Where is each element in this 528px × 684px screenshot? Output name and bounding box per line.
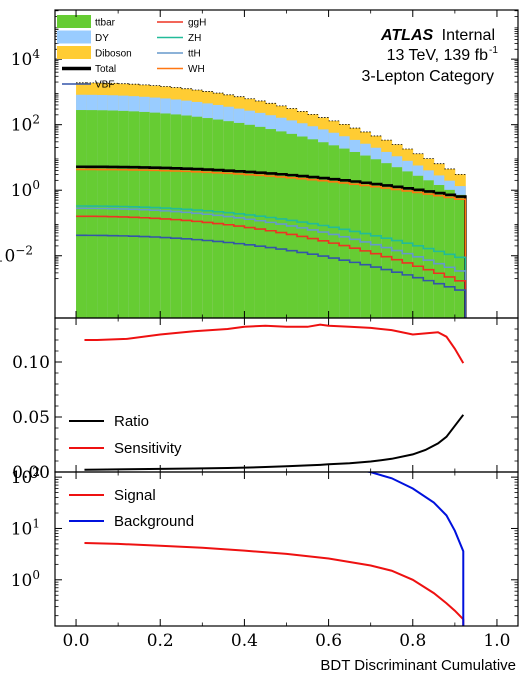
bar-ttbar-bin-3 [107, 110, 119, 318]
bar-ttbar-bin-2 [97, 110, 109, 318]
bar-ttbar-bin-12 [202, 118, 214, 318]
bar-ttbar-bin-4 [118, 110, 130, 318]
legend-label-ttbar: ttbar [95, 18, 116, 29]
bar-ttbar-bin-36 [454, 194, 466, 318]
x-tick-label: 0.6 [315, 631, 342, 651]
bar-ttbar-bin-32 [412, 175, 424, 318]
line-vbf [76, 234, 467, 318]
line-zh [76, 205, 467, 318]
bar-ttbar-bin-22 [307, 139, 319, 318]
bar-ttbar-bin-9 [170, 114, 182, 318]
svg-text:ATLAS Internal: ATLAS Internal [380, 27, 495, 44]
y-tick-label: 10−2 [0, 244, 33, 267]
y-tick-label: 100 [11, 178, 40, 201]
bar-ttbar-bin-7 [149, 112, 161, 318]
legend-label-vbf: VBF [95, 80, 114, 91]
legend-label-dy: DY [95, 33, 109, 44]
bar-ttbar-bin-27 [360, 155, 372, 318]
line-ratio [84, 414, 465, 471]
legend-label-total: Total [95, 64, 116, 75]
legend-label-wh: WH [188, 64, 205, 75]
y-tick-label: 102 [11, 113, 40, 136]
x-tick-label: 1.0 [483, 631, 510, 651]
bar-ttbar-bin-17 [254, 126, 266, 318]
bar-ttbar-bin-23 [318, 142, 329, 318]
line-total [76, 165, 467, 318]
line-ggh [76, 215, 467, 318]
y-tick-label: 104 [11, 47, 41, 70]
bar-ttbar-bin-10 [181, 115, 193, 318]
legend-label-sensitivity: Sensitivity [114, 440, 182, 457]
y-tick-label: 102 [11, 465, 40, 488]
ratio-legend: Ratio Sensitivity [69, 413, 182, 457]
lumi-unit-exponent: -1 [489, 45, 498, 56]
bar-ttbar-bin-14 [223, 121, 235, 318]
process-legend: ttbar DY Diboson Total VBF ggH ZH ttH WH [57, 15, 206, 91]
x-tick-label: 0.4 [231, 631, 258, 651]
atlas-label: ATLAS Internal 13 TeV, 139 fb -1 3-Lepto… [361, 27, 498, 85]
bar-ttbar-bin-11 [191, 116, 203, 318]
line-signal [84, 542, 465, 626]
bar-ttbar-bin-30 [391, 167, 403, 318]
bar-ttbar-bin-31 [402, 171, 414, 318]
line-wh [76, 168, 467, 318]
signal-background-legend: Signal Background [69, 487, 194, 530]
line-sensitivity [84, 323, 465, 364]
bar-ttbar-bin-26 [349, 151, 361, 318]
status-word: Internal [442, 27, 495, 44]
y-tick-label: 0.00 [12, 463, 50, 483]
legend-label-signal: Signal [114, 487, 156, 504]
category-label: 3-Lepton Category [361, 68, 494, 85]
bar-ttbar-bin-5 [128, 111, 140, 318]
bar-ttbar-bin-15 [233, 122, 245, 318]
bar-ttbar-bin-8 [160, 113, 172, 318]
y-tick-label: 100 [11, 568, 40, 591]
x-tick-label: 0.0 [63, 631, 90, 651]
legend-label-tth: ttH [188, 49, 201, 60]
bar-ttbar-bin-28 [370, 159, 382, 318]
legend-swatch-dy [57, 30, 91, 44]
y-tick-label: 0.05 [12, 408, 50, 428]
svg-text:13 TeV, 139 fb: 13 TeV, 139 fb [387, 47, 489, 64]
ratio-sensitivity-panel: 0.10 0.05 0.00 Ratio Sensitivity [12, 317, 519, 483]
x-tick-label: 0.8 [399, 631, 426, 651]
signal-background-panel: 102 101 100 Signal Background [11, 465, 519, 627]
y-tick-label: 0.10 [12, 353, 50, 373]
bar-ttbar-bin-29 [381, 163, 393, 318]
legend-swatch-diboson [57, 46, 91, 59]
line-tth [76, 207, 467, 318]
bar-ttbar-bin-6 [139, 111, 151, 318]
bar-ttbar-bin-18 [265, 129, 277, 318]
legend-label-ggh: ggH [188, 18, 206, 29]
bar-ttbar-bin-1 [86, 110, 98, 318]
bar-ttbar-bin-16 [244, 124, 256, 318]
bar-ttbar-bin-13 [212, 119, 224, 318]
bar-ttbar-bin-0 [76, 110, 87, 318]
x-tick-label: 0.2 [147, 631, 174, 651]
x-axis-label: BDT Discriminant Cumulative [320, 657, 516, 674]
legend-label-diboson: Diboson [95, 49, 132, 60]
distribution-panel: 104 102 100 10−2 ttbar DY Diboson Total VBF ggH Z… [0, 9, 519, 319]
legend-label-zh: ZH [188, 33, 201, 44]
x-axis: 0.0 0.2 0.4 0.6 0.8 1.0 [63, 10, 510, 651]
atlas-word: ATLAS [380, 27, 433, 44]
legend-swatch-ttbar [57, 15, 91, 28]
energy-lumi: 13 TeV, 139 fb [387, 47, 489, 64]
y-tick-label: 101 [11, 516, 40, 539]
legend-label-ratio: Ratio [114, 413, 149, 430]
bar-ttbar-bin-25 [339, 148, 351, 318]
bar-ttbar-bin-24 [328, 145, 340, 318]
legend-label-background: Background [114, 513, 194, 530]
